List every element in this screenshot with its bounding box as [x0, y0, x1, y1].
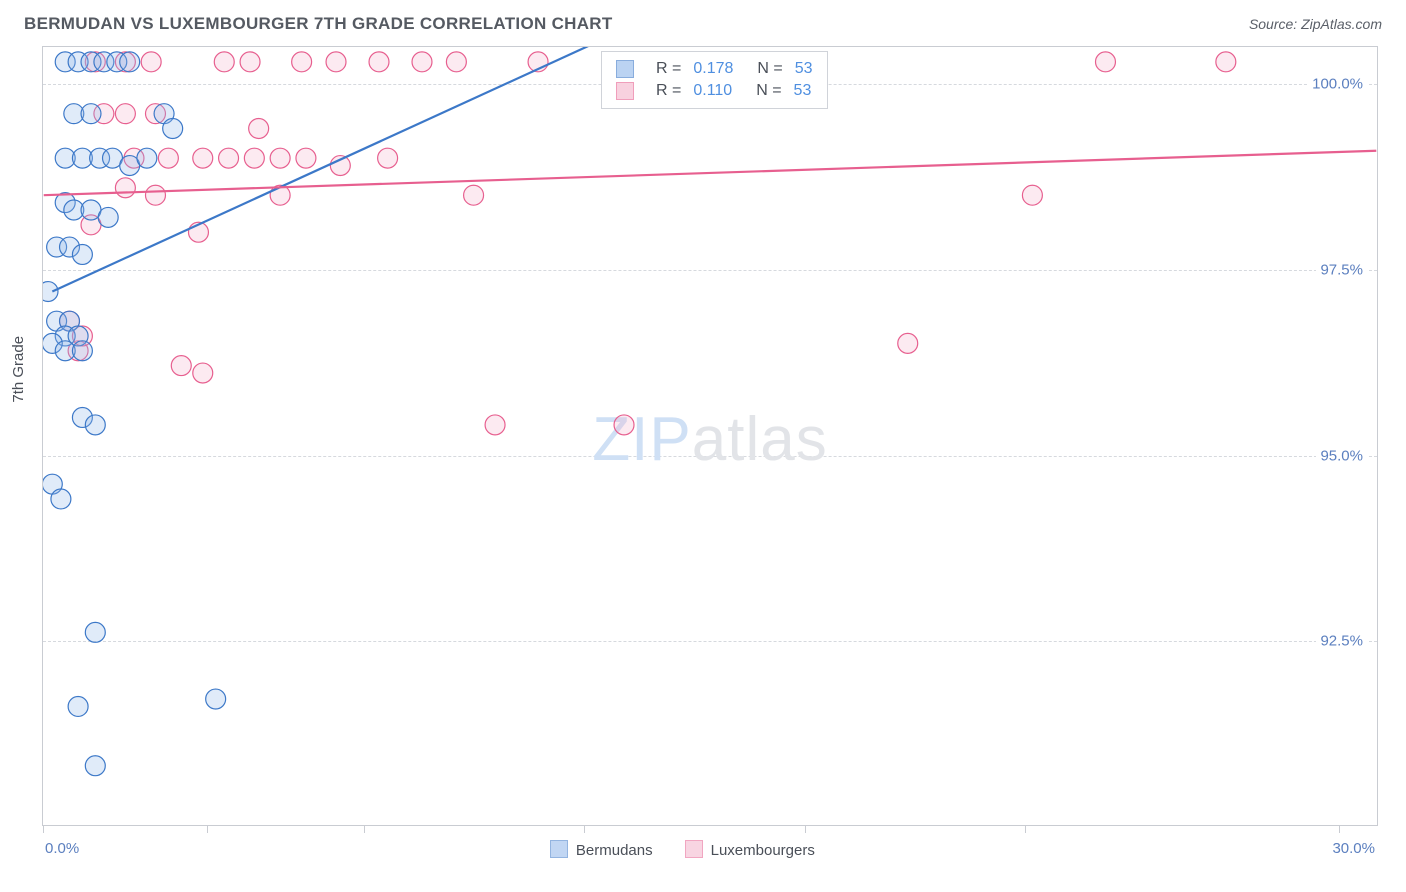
chart-title: BERMUDAN VS LUXEMBOURGER 7TH GRADE CORRE…: [24, 14, 613, 34]
x-tick: [364, 825, 365, 833]
data-point-luxembourgers: [214, 52, 234, 72]
legend-row-bermudans: R = 0.178 N = 53: [616, 58, 813, 80]
data-point-luxembourgers: [146, 185, 166, 205]
r-label: R =: [656, 82, 681, 100]
r-value: 0.178: [693, 60, 733, 78]
legend-swatch-bermudans: [550, 840, 568, 858]
x-tick: [805, 825, 806, 833]
n-value: 53: [794, 82, 812, 100]
data-point-luxembourgers: [115, 104, 135, 124]
trend-line-bermudans: [52, 47, 667, 292]
data-point-bermudans: [85, 622, 105, 642]
data-point-luxembourgers: [115, 178, 135, 198]
data-point-luxembourgers: [292, 52, 312, 72]
data-point-luxembourgers: [464, 185, 484, 205]
data-point-bermudans: [206, 689, 226, 709]
series-legend: Bermudans Luxembourgers: [550, 840, 815, 859]
plot-svg: [43, 47, 1377, 825]
data-point-luxembourgers: [141, 52, 161, 72]
correlation-legend: R = 0.178 N = 53 R = 0.110 N = 53: [601, 51, 828, 109]
source-attribution: Source: ZipAtlas.com: [1249, 16, 1382, 32]
data-point-luxembourgers: [193, 148, 213, 168]
x-axis-max-label: 30.0%: [1332, 840, 1375, 857]
x-tick: [1339, 825, 1340, 833]
data-point-luxembourgers: [158, 148, 178, 168]
data-point-luxembourgers: [249, 119, 269, 139]
legend-swatch-luxembourgers: [616, 82, 634, 100]
data-point-luxembourgers: [171, 356, 191, 376]
x-tick: [207, 825, 208, 833]
data-point-luxembourgers: [1022, 185, 1042, 205]
data-point-bermudans: [81, 104, 101, 124]
n-value: 53: [795, 60, 813, 78]
x-tick: [43, 825, 44, 833]
data-point-bermudans: [68, 696, 88, 716]
data-point-luxembourgers: [446, 52, 466, 72]
data-point-luxembourgers: [296, 148, 316, 168]
data-point-luxembourgers: [1216, 52, 1236, 72]
r-label: R =: [656, 60, 681, 78]
data-point-luxembourgers: [219, 148, 239, 168]
data-point-luxembourgers: [240, 52, 260, 72]
legend-swatch-bermudans: [616, 60, 634, 78]
n-label: N =: [756, 82, 781, 100]
chart-container: 7th Grade ZIPatlas R =0.178N =53R =0.110…: [24, 46, 1382, 826]
data-point-luxembourgers: [614, 415, 634, 435]
data-point-luxembourgers: [485, 415, 505, 435]
data-point-luxembourgers: [378, 148, 398, 168]
legend-swatch-luxembourgers: [685, 840, 703, 858]
data-point-luxembourgers: [1095, 52, 1115, 72]
legend-label: Bermudans: [576, 842, 653, 859]
data-point-luxembourgers: [369, 52, 389, 72]
x-tick: [584, 825, 585, 833]
n-label: N =: [757, 60, 782, 78]
data-point-luxembourgers: [244, 148, 264, 168]
data-point-luxembourgers: [270, 148, 290, 168]
data-point-luxembourgers: [326, 52, 346, 72]
data-point-luxembourgers: [898, 333, 918, 353]
data-point-bermudans: [85, 756, 105, 776]
x-tick: [1025, 825, 1026, 833]
data-point-bermudans: [120, 52, 140, 72]
plot-area: ZIPatlas R =0.178N =53R =0.110N =53 Berm…: [42, 46, 1378, 826]
data-point-bermudans: [43, 282, 58, 302]
y-axis-label: 7th Grade: [10, 336, 27, 403]
r-value: 0.110: [693, 82, 732, 100]
data-point-luxembourgers: [412, 52, 432, 72]
legend-label: Luxembourgers: [711, 842, 815, 859]
trend-line-luxembourgers: [44, 151, 1377, 195]
legend-item-bermudans: Bermudans: [550, 840, 653, 859]
data-point-bermudans: [72, 341, 92, 361]
data-point-luxembourgers: [193, 363, 213, 383]
data-point-bermudans: [163, 119, 183, 139]
data-point-bermudans: [137, 148, 157, 168]
legend-row-luxembourgers: R = 0.110 N = 53: [616, 80, 813, 102]
legend-item-luxembourgers: Luxembourgers: [685, 840, 815, 859]
data-point-bermudans: [85, 415, 105, 435]
data-point-bermudans: [51, 489, 71, 509]
data-point-bermudans: [72, 244, 92, 264]
x-axis-min-label: 0.0%: [45, 840, 79, 857]
data-point-bermudans: [98, 207, 118, 227]
